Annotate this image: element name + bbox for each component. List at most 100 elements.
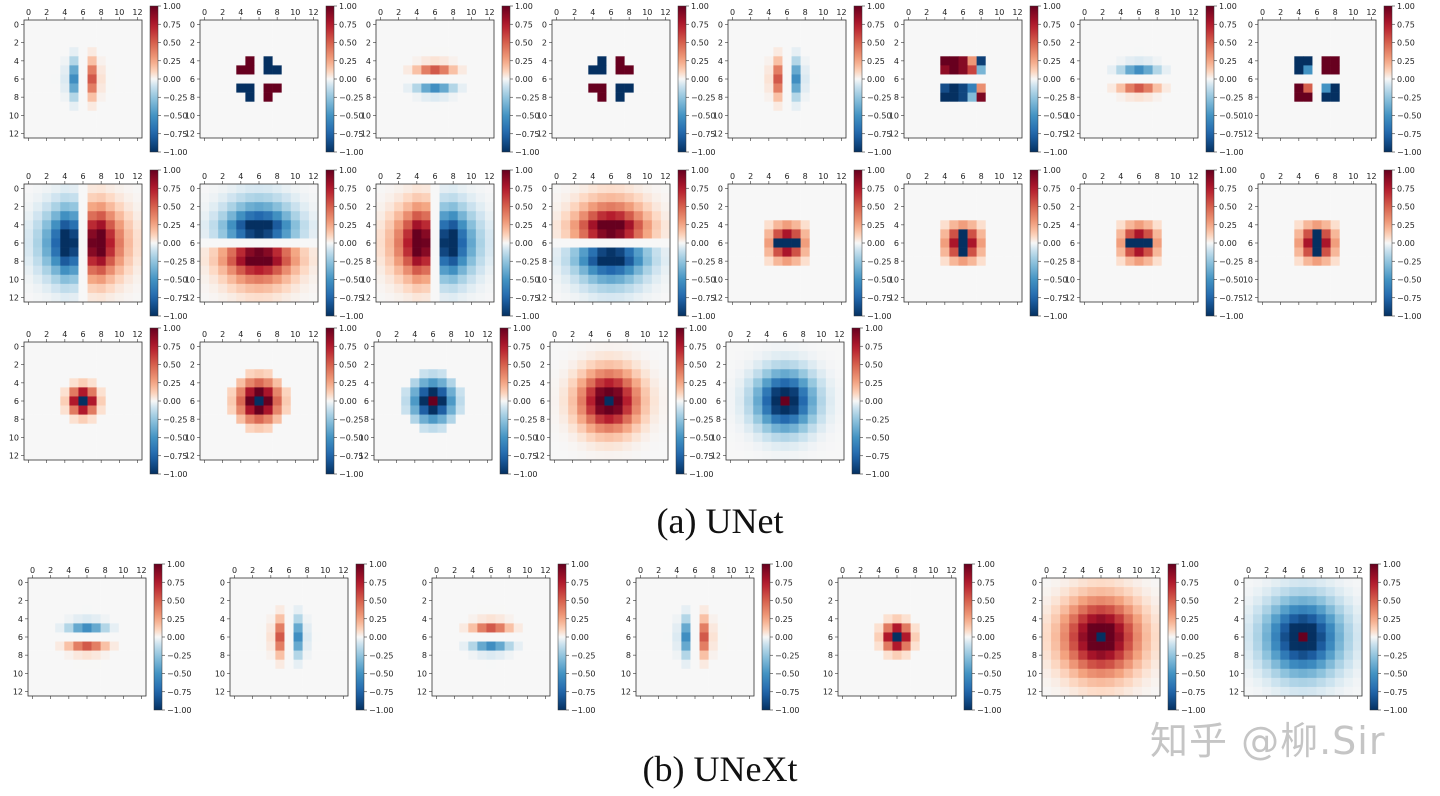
heatmap-cell [1276, 265, 1286, 276]
heatmap-cell [87, 92, 97, 102]
heatmap-panel: 0 2 4 6 8 10 12 0 2 4 6 8 10 12 1.00 0.75 0.50 0.25 0.00 −0… [9, 324, 208, 482]
heatmap-cell [658, 432, 669, 443]
heatmap-cell [764, 292, 774, 303]
heatmap-cell [394, 65, 404, 75]
heatmap-cell [105, 265, 116, 276]
heatmap-cell [430, 184, 440, 194]
heatmap-cell [96, 110, 106, 121]
heatmap-cell [570, 92, 580, 102]
heatmap-cell [568, 441, 578, 452]
heatmap-cell [651, 65, 662, 75]
heatmap-cell [421, 202, 431, 212]
heatmap-cell [475, 20, 486, 30]
heatmap-cell [746, 265, 756, 276]
x-tick-label: 2 [1100, 172, 1105, 181]
heatmap-cell [1321, 283, 1331, 294]
heatmap-cell [827, 47, 838, 57]
colorbar-tick-label: −0.50 [691, 112, 716, 121]
heatmap-cell [949, 202, 959, 212]
heatmap-cell [1107, 74, 1117, 84]
heatmap-cell [1366, 47, 1377, 57]
heatmap-cell [1107, 193, 1117, 203]
colorbar-tick-label: 0.75 [1397, 184, 1415, 193]
heatmap-cell [1161, 38, 1172, 48]
heatmap-cell [439, 292, 449, 303]
heatmap-cell [1339, 265, 1350, 276]
heatmap-cell [51, 423, 61, 434]
heatmap-cell [69, 65, 79, 75]
heatmap-cell [412, 220, 422, 230]
heatmap-cell [105, 387, 116, 397]
heatmap-cell [913, 274, 923, 285]
heatmap-cell [624, 110, 634, 121]
heatmap-cell [782, 229, 792, 239]
heatmap-cell [631, 369, 642, 379]
heatmap-cell [290, 220, 301, 230]
heatmap-cell [622, 387, 632, 397]
heatmap-cell [1125, 38, 1135, 48]
heatmap-cell [1321, 220, 1331, 230]
x-tick-label: 6 [80, 8, 85, 17]
colorbar-tick-label: 0.50 [867, 203, 885, 212]
heatmap-cell [1188, 274, 1199, 285]
heatmap-cell [374, 351, 384, 361]
heatmap-cell [595, 414, 605, 424]
heatmap-cell [466, 65, 477, 75]
heatmap-cell [383, 432, 393, 443]
heatmap-cell [615, 74, 625, 84]
heatmap-cell [448, 202, 458, 212]
heatmap-cell [236, 387, 246, 397]
heatmap-cell [949, 83, 959, 93]
heatmap-cell [1152, 65, 1162, 75]
heatmap-cell [649, 387, 660, 397]
heatmap-cell [606, 229, 616, 239]
heatmap-cell [1303, 29, 1313, 39]
heatmap-cell [755, 184, 765, 194]
heatmap-cell [1080, 283, 1090, 294]
heatmap-cell [421, 283, 431, 294]
heatmap-cell [1116, 274, 1126, 285]
heatmap-cell [1321, 238, 1331, 248]
heatmap-cell [913, 128, 923, 139]
heatmap-cell [764, 47, 774, 57]
heatmap-cell [218, 119, 228, 130]
heatmap-cell [457, 83, 468, 93]
heatmap-cell [430, 283, 440, 294]
x-tick-label: 0 [554, 172, 559, 181]
y-tick-label: 12 [185, 293, 195, 302]
colorbar-tick-label: −0.50 [515, 112, 540, 121]
heatmap-cell [613, 369, 623, 379]
heatmap-cell [1348, 29, 1359, 39]
heatmap-cell [403, 65, 413, 75]
heatmap-cell [640, 342, 651, 352]
y-tick-label: 10 [535, 433, 545, 442]
heatmap-cell [994, 220, 1005, 230]
x-tick-label: 10 [1170, 8, 1180, 17]
colorbar-tick-label: −0.50 [339, 434, 364, 443]
heatmap-cell [430, 101, 440, 112]
heatmap-cell [967, 83, 977, 93]
heatmap-cell [940, 119, 950, 130]
heatmap-cell [78, 220, 88, 230]
heatmap-cell [132, 128, 143, 139]
heatmap-cell [579, 256, 589, 266]
heatmap-cell [96, 65, 106, 75]
heatmap-cell [236, 202, 246, 212]
heatmap-cell [42, 83, 52, 93]
heatmap-cell [421, 119, 431, 130]
heatmap-cell [1285, 47, 1295, 57]
heatmap-panel: 0 2 4 6 8 10 12 0 2 4 6 8 10 12 1.00 0.75 0.50 0.25 0.00 −0… [1065, 166, 1264, 324]
heatmap-cell [123, 65, 134, 75]
heatmap-cell [967, 211, 977, 221]
heatmap-cell [1161, 202, 1172, 212]
heatmap-cell [800, 110, 810, 121]
colorbar-tick-label: −0.50 [163, 434, 188, 443]
heatmap-cell [69, 369, 79, 379]
heatmap-cell [782, 92, 792, 102]
heatmap-cell [737, 29, 747, 39]
heatmap-cell [385, 184, 395, 194]
heatmap-cell [827, 220, 838, 230]
heatmap-cell [290, 265, 301, 276]
heatmap-cell [782, 101, 792, 112]
heatmap-cell [904, 256, 914, 266]
